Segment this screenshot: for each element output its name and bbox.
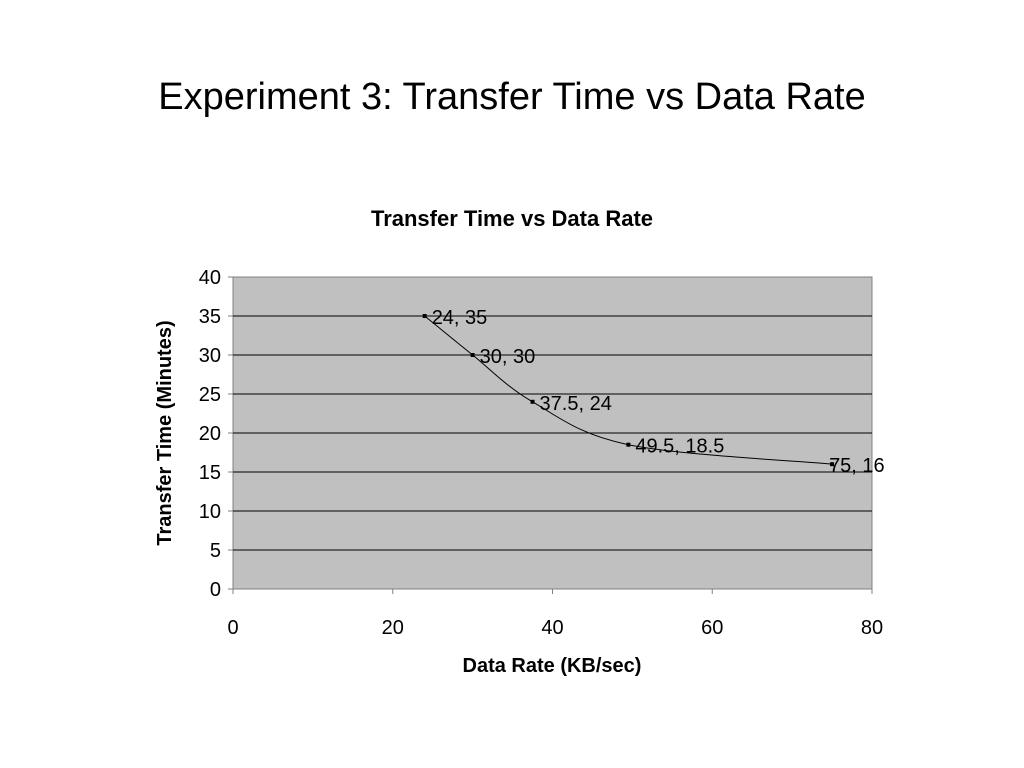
x-axis-label: Data Rate (KB/sec) xyxy=(463,655,642,677)
grid-lines xyxy=(233,315,872,551)
y-tick-label: 25 xyxy=(199,384,221,406)
data-label: 24, 35 xyxy=(432,307,488,329)
series-line xyxy=(424,315,833,465)
x-tick-label: 20 xyxy=(382,617,404,639)
data-points xyxy=(422,314,835,467)
y-tick-label: 40 xyxy=(199,267,221,289)
chart-title: Transfer Time vs Data Rate xyxy=(371,206,653,231)
y-tick-label: 15 xyxy=(199,462,221,484)
y-tick-label: 5 xyxy=(210,540,221,562)
data-point xyxy=(530,399,535,404)
data-label: 75, 16 xyxy=(829,455,885,477)
slide-title: Experiment 3: Transfer Time vs Data Rate xyxy=(158,76,866,118)
y-axis-label: Transfer Time (Minutes) xyxy=(154,320,176,545)
x-tick-label: 40 xyxy=(541,617,563,639)
y-tick-label: 20 xyxy=(199,423,221,445)
x-tick-label: 0 xyxy=(227,617,238,639)
x-tick-label: 60 xyxy=(701,617,723,639)
data-point xyxy=(470,353,475,357)
data-label: 49.5, 18.5 xyxy=(635,436,724,458)
data-label: 37.5, 24 xyxy=(540,393,612,415)
x-tick-labels: 0 20 40 60 80 xyxy=(227,617,883,639)
data-point xyxy=(626,442,631,447)
data-point xyxy=(830,462,835,467)
y-tick-label: 35 xyxy=(199,306,221,328)
data-labels: 24, 35 30, 30 37.5, 24 49.5, 18.5 75, 16 xyxy=(432,307,885,477)
y-tick-label: 10 xyxy=(199,501,221,523)
y-tick-label: 30 xyxy=(199,345,221,367)
x-tick-label: 80 xyxy=(861,617,883,639)
y-tick-labels: 0 5 10 15 20 25 30 35 40 xyxy=(199,267,221,601)
data-point xyxy=(422,314,427,318)
axes xyxy=(228,276,873,594)
y-tick-label: 0 xyxy=(210,579,221,601)
data-label: 30, 30 xyxy=(480,346,536,368)
